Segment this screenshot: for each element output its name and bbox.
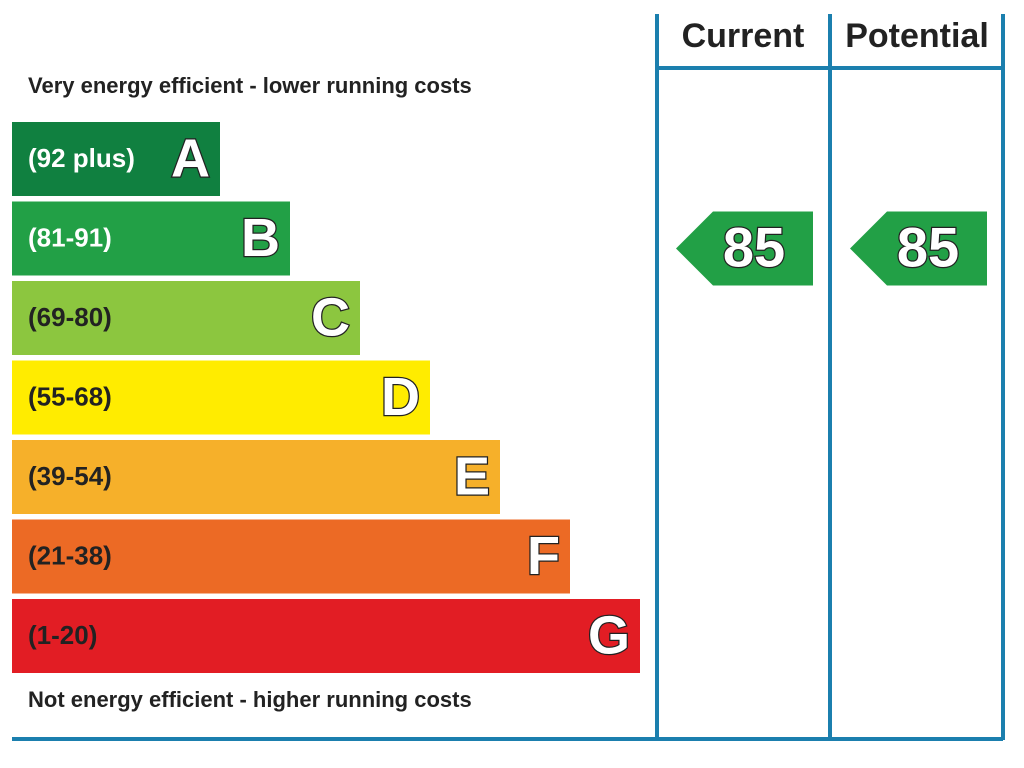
- band-letter: D: [381, 367, 420, 427]
- band-range: (55-68): [28, 381, 112, 411]
- band-range: (21-38): [28, 540, 112, 570]
- band-bar: [12, 360, 430, 435]
- band-bar: [12, 440, 500, 514]
- rating-arrow: [676, 211, 813, 286]
- band-bar: [12, 122, 220, 196]
- band-letter: B: [241, 208, 280, 268]
- band-letter: E: [454, 446, 490, 506]
- band-range: (69-80): [28, 302, 112, 332]
- band-range: (81-91): [28, 222, 112, 252]
- band-range: (1-20): [28, 620, 97, 650]
- band-range: (92 plus): [28, 143, 135, 173]
- band-bar: [12, 281, 360, 355]
- band-range: (39-54): [28, 461, 112, 491]
- band-letter: A: [171, 128, 210, 188]
- top-note: Very energy efficient - lower running co…: [28, 73, 472, 98]
- band-bar: [12, 599, 640, 673]
- rating-value: 85: [723, 215, 785, 278]
- rating-arrow: [850, 211, 987, 286]
- current-header: Current: [682, 17, 805, 55]
- band-bar: [12, 519, 570, 594]
- band-letter: F: [527, 526, 560, 586]
- band-letter: C: [311, 287, 350, 347]
- bottom-note: Not energy efficient - higher running co…: [28, 687, 472, 712]
- potential-header: Potential: [845, 17, 989, 55]
- band-bar: [12, 201, 290, 276]
- band-letter: G: [588, 605, 630, 665]
- rating-value: 85: [897, 215, 959, 278]
